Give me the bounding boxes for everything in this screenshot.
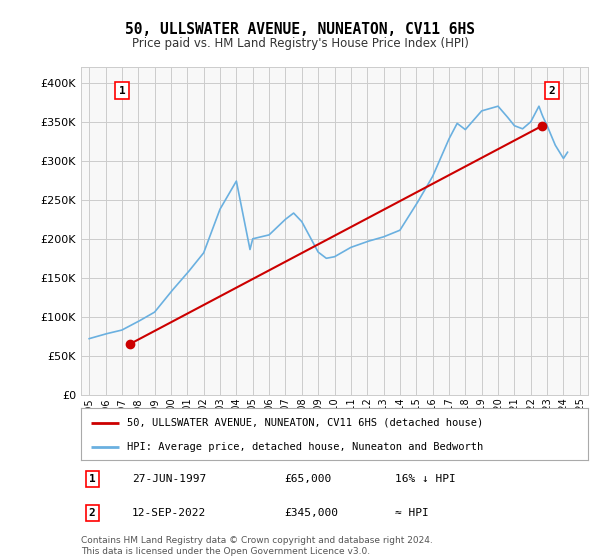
Text: 1: 1 bbox=[89, 474, 95, 484]
Text: 2: 2 bbox=[89, 508, 95, 518]
Text: 2: 2 bbox=[548, 86, 556, 96]
Text: 16% ↓ HPI: 16% ↓ HPI bbox=[395, 474, 456, 484]
Text: 27-JUN-1997: 27-JUN-1997 bbox=[132, 474, 206, 484]
Text: ≈ HPI: ≈ HPI bbox=[395, 508, 429, 518]
Text: Contains HM Land Registry data © Crown copyright and database right 2024.
This d: Contains HM Land Registry data © Crown c… bbox=[81, 536, 433, 556]
Text: Price paid vs. HM Land Registry's House Price Index (HPI): Price paid vs. HM Land Registry's House … bbox=[131, 37, 469, 50]
Text: 12-SEP-2022: 12-SEP-2022 bbox=[132, 508, 206, 518]
Text: £345,000: £345,000 bbox=[284, 508, 338, 518]
Text: £65,000: £65,000 bbox=[284, 474, 331, 484]
Text: 1: 1 bbox=[119, 86, 125, 96]
Text: 50, ULLSWATER AVENUE, NUNEATON, CV11 6HS (detached house): 50, ULLSWATER AVENUE, NUNEATON, CV11 6HS… bbox=[127, 418, 483, 428]
Text: 50, ULLSWATER AVENUE, NUNEATON, CV11 6HS: 50, ULLSWATER AVENUE, NUNEATON, CV11 6HS bbox=[125, 22, 475, 38]
Text: HPI: Average price, detached house, Nuneaton and Bedworth: HPI: Average price, detached house, Nune… bbox=[127, 442, 483, 452]
